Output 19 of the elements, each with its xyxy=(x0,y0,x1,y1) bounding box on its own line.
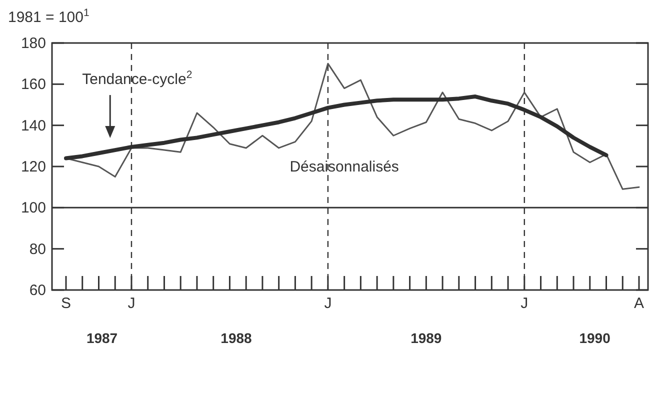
text: 1989 xyxy=(410,330,442,346)
text: 1990 xyxy=(579,330,611,346)
x-tick-label: A xyxy=(634,295,644,312)
x-tick-label: J xyxy=(324,295,332,312)
y-tick-label: 80 xyxy=(29,240,46,258)
y-tick-label: 100 xyxy=(20,200,46,217)
y-axis-title: 1981 = 100$^{1}$ xyxy=(8,7,90,26)
y-tick-label: 140 xyxy=(20,117,46,134)
y-tick-label: 120 xyxy=(20,158,46,176)
series-label: Désaisonnalisés xyxy=(290,158,399,176)
x-tick-label: S xyxy=(60,295,72,312)
text: 1988 xyxy=(220,330,252,346)
y-tick-label: 60 xyxy=(29,282,46,299)
x-tick-label: J xyxy=(520,295,528,312)
y-tick-label: 160 xyxy=(20,76,46,94)
text: Tendance-cycle$^{2}$ xyxy=(82,69,192,88)
x-tick-label: J xyxy=(128,295,136,312)
text: 1987 xyxy=(86,330,118,346)
y-tick-label: 180 xyxy=(20,35,46,52)
